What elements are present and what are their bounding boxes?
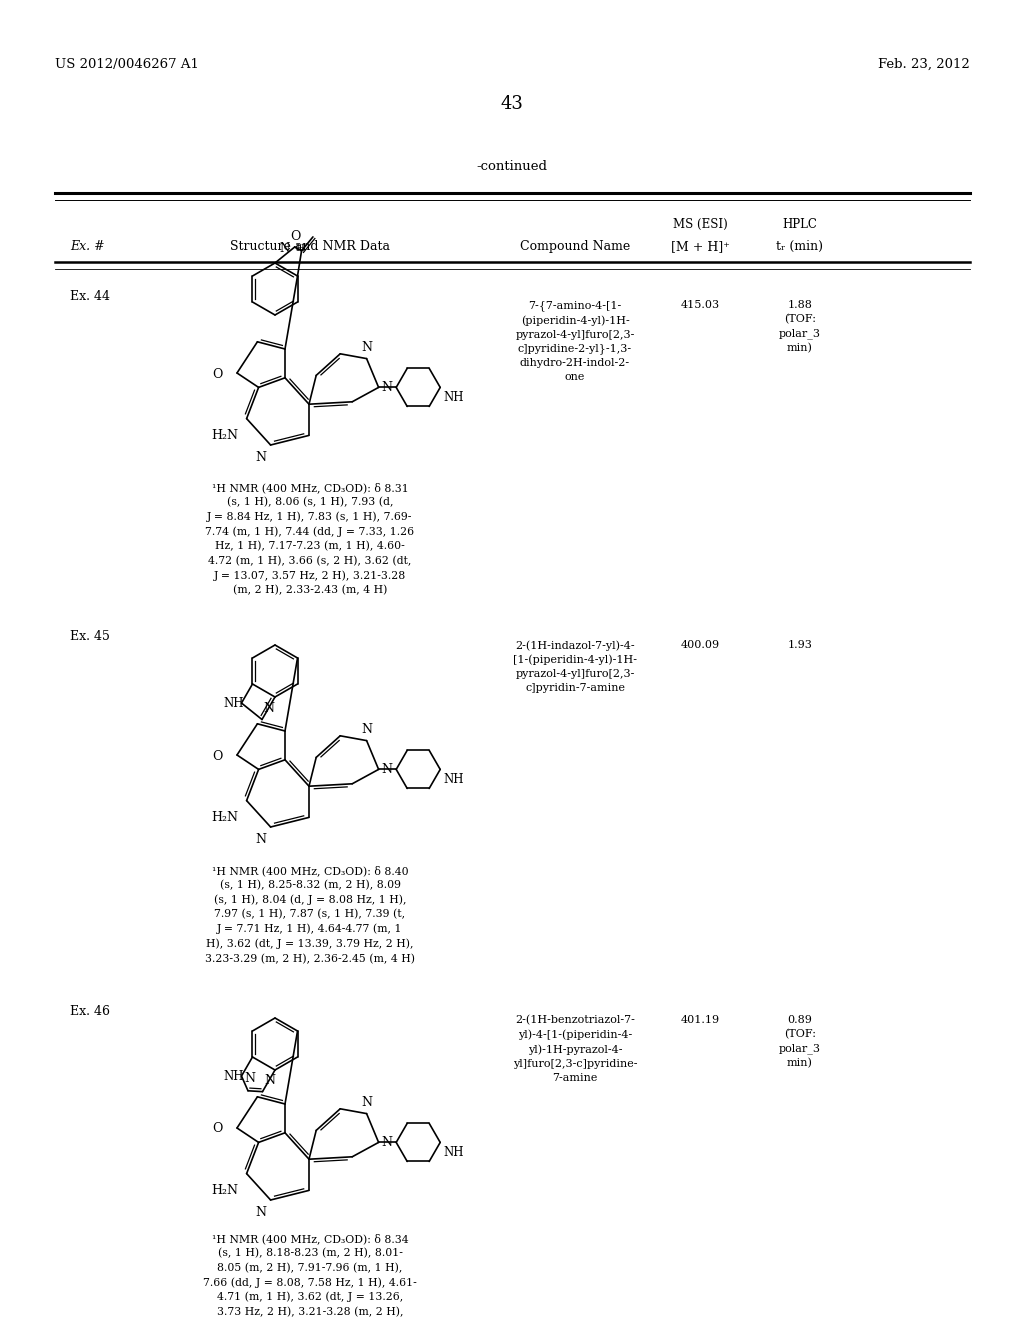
Text: US 2012/0046267 A1: US 2012/0046267 A1 (55, 58, 199, 71)
Text: N: N (264, 1073, 275, 1086)
Text: N: N (280, 243, 290, 256)
Text: N: N (382, 381, 392, 393)
Text: N: N (256, 1206, 266, 1218)
Text: N: N (244, 1072, 255, 1085)
Text: 2-(1H-benzotriazol-7-
yl)-4-[1-(piperidin-4-
yl)-1H-pyrazol-4-
yl]furo[2,3-c]pyr: 2-(1H-benzotriazol-7- yl)-4-[1-(piperidi… (513, 1015, 637, 1082)
Text: tᵣ (min): tᵣ (min) (776, 240, 823, 253)
Text: 2-(1H-indazol-7-yl)-4-
[1-(piperidin-4-yl)-1H-
pyrazol-4-yl]furo[2,3-
c]pyridin-: 2-(1H-indazol-7-yl)-4- [1-(piperidin-4-y… (513, 640, 637, 693)
Text: ¹H NMR (400 MHz, CD₃OD): δ 8.34
(s, 1 H), 8.18-8.23 (m, 2 H), 8.01-
8.05 (m, 2 H: ¹H NMR (400 MHz, CD₃OD): δ 8.34 (s, 1 H)… (203, 1233, 417, 1320)
Text: ¹H NMR (400 MHz, CD₃OD): δ 8.31
(s, 1 H), 8.06 (s, 1 H), 7.93 (d,
J = 8.84 Hz, 1: ¹H NMR (400 MHz, CD₃OD): δ 8.31 (s, 1 H)… (206, 482, 415, 595)
Text: Ex. 46: Ex. 46 (70, 1005, 110, 1018)
Text: 400.09: 400.09 (680, 640, 720, 649)
Text: ¹H NMR (400 MHz, CD₃OD): δ 8.40
(s, 1 H), 8.25-8.32 (m, 2 H), 8.09
(s, 1 H), 8.0: ¹H NMR (400 MHz, CD₃OD): δ 8.40 (s, 1 H)… (205, 865, 415, 964)
Text: 1.93: 1.93 (787, 640, 812, 649)
Text: NH: NH (443, 774, 464, 787)
Text: H₂N: H₂N (212, 429, 239, 442)
Text: HPLC: HPLC (782, 218, 817, 231)
Text: 401.19: 401.19 (680, 1015, 720, 1026)
Text: 415.03: 415.03 (680, 300, 720, 310)
Text: O: O (213, 1122, 223, 1135)
Text: 1.88
(TOF:
polar_3
min): 1.88 (TOF: polar_3 min) (779, 300, 821, 354)
Text: N: N (256, 833, 266, 846)
Text: Structure and NMR Data: Structure and NMR Data (230, 240, 390, 253)
Text: O: O (213, 750, 223, 763)
Text: NH: NH (223, 1069, 244, 1082)
Text: N: N (263, 701, 274, 714)
Text: N: N (361, 722, 372, 735)
Text: NH: NH (223, 697, 244, 710)
Text: O: O (213, 367, 223, 380)
Text: 7-{7-amino-4-[1-
(piperidin-4-yl)-1H-
pyrazol-4-yl]furo[2,3-
c]pyridine-2-yl}-1,: 7-{7-amino-4-[1- (piperidin-4-yl)-1H- py… (515, 300, 635, 383)
Text: H: H (296, 244, 305, 253)
Text: Ex. #: Ex. # (70, 240, 104, 253)
Text: 43: 43 (501, 95, 523, 114)
Text: Feb. 23, 2012: Feb. 23, 2012 (879, 58, 970, 71)
Text: N: N (256, 451, 266, 465)
Text: N: N (382, 1137, 392, 1148)
Text: 0.89
(TOF:
polar_3
min): 0.89 (TOF: polar_3 min) (779, 1015, 821, 1069)
Text: [M + H]⁺: [M + H]⁺ (671, 240, 729, 253)
Text: NH: NH (443, 392, 464, 404)
Text: H₂N: H₂N (212, 1184, 239, 1197)
Text: Ex. 45: Ex. 45 (70, 630, 110, 643)
Text: NH: NH (443, 1146, 464, 1159)
Text: O: O (291, 231, 301, 243)
Text: H₂N: H₂N (212, 810, 239, 824)
Text: N: N (361, 341, 372, 354)
Text: N: N (382, 763, 392, 776)
Text: N: N (361, 1096, 372, 1109)
Text: Compound Name: Compound Name (520, 240, 630, 253)
Text: -continued: -continued (476, 160, 548, 173)
Text: MS (ESI): MS (ESI) (673, 218, 727, 231)
Text: Ex. 44: Ex. 44 (70, 290, 110, 304)
